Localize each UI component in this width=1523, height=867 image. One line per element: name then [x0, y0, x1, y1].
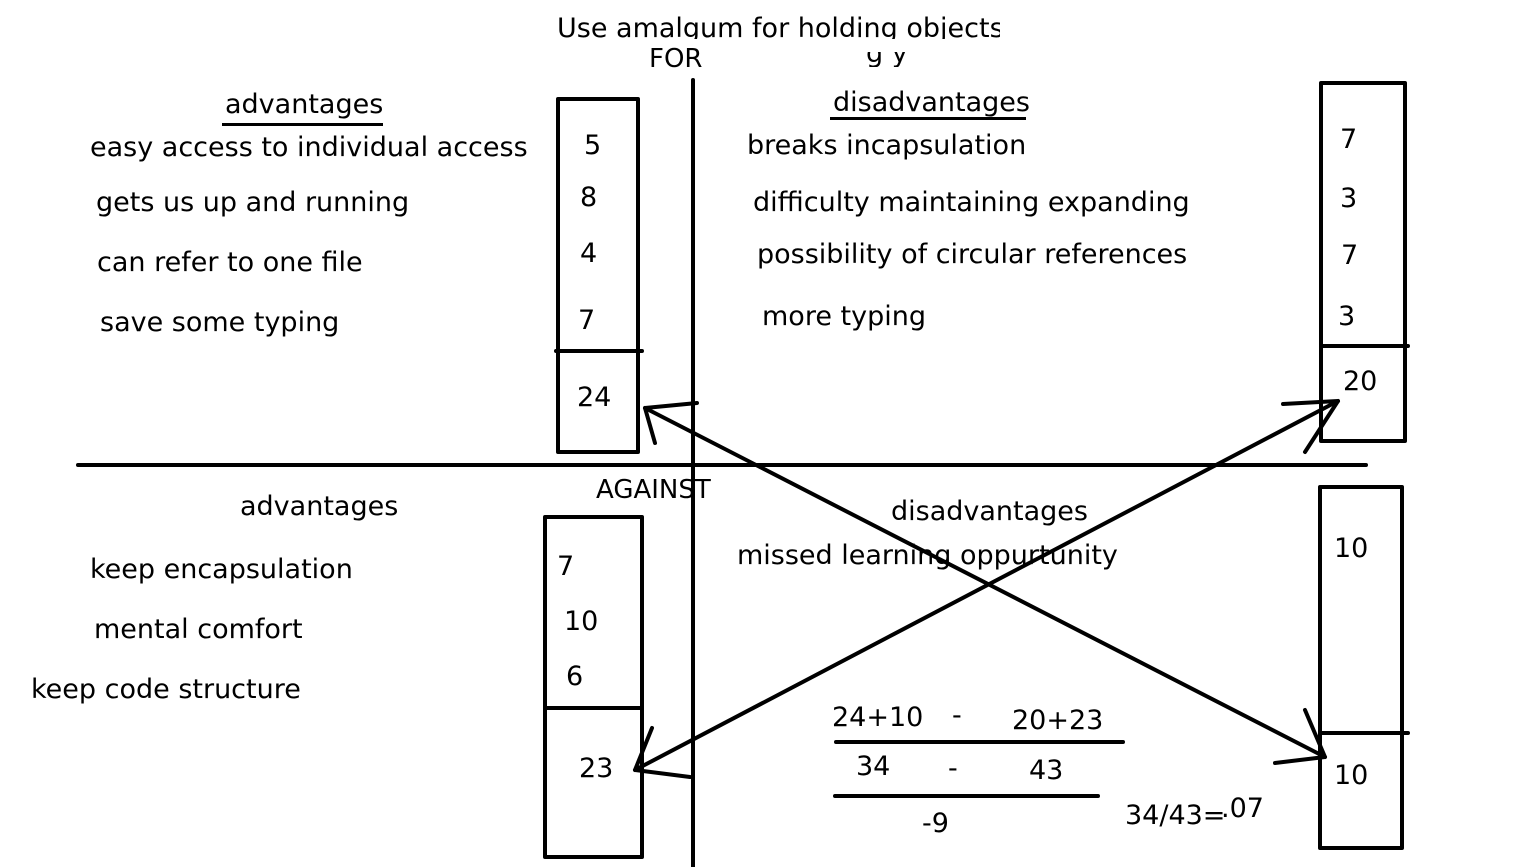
- arrowhead-at-10: [1273, 708, 1327, 765]
- calc-result: -9: [922, 808, 949, 839]
- calc-ratio-value: .07: [1221, 793, 1264, 824]
- for-advantage-score: 5: [584, 130, 602, 161]
- against-advantage-item: mental comfort: [94, 614, 303, 645]
- for-disadvantage-item: possibility of circular references: [757, 239, 1188, 270]
- against-advantages-heading: advantages: [240, 491, 399, 522]
- title-clip: Use amalgum for holding objects: [550, 10, 1000, 39]
- against-advantage-item: keep encapsulation: [90, 554, 353, 585]
- for-disadvantages-heading: disadvantages: [833, 87, 1030, 118]
- against-disadvantage-item: missed learning oppurtunity: [737, 540, 1118, 571]
- calc-row2-left: 34: [856, 751, 891, 782]
- for-advantage-item: can refer to one file: [97, 247, 363, 278]
- for-advantage-item: save some typing: [100, 307, 340, 338]
- arrowhead-at-24: [643, 401, 699, 445]
- arrow-line-23-to-20: [633, 399, 1340, 772]
- calc-row1-right: 20+23: [1012, 705, 1104, 736]
- for-disadvantage-score: 7: [1340, 124, 1358, 155]
- against-advantage-item: keep code structure: [31, 674, 301, 705]
- for-disadvantage-score: 3: [1340, 183, 1358, 214]
- against-disadvantages-total: 10: [1334, 760, 1369, 791]
- for-advantage-score: 7: [578, 305, 596, 336]
- for-disadvantage-item: more typing: [762, 301, 926, 332]
- against-disadvantages-box: [1318, 485, 1404, 850]
- for-disadvantages-heading-underline: [830, 117, 1026, 120]
- calc-row2-right: 43: [1029, 755, 1064, 786]
- against-advantage-score: 7: [557, 551, 575, 582]
- against-disadvantages-heading: disadvantages: [891, 496, 1088, 527]
- page-title: Use amalgum for holding objects: [557, 13, 1000, 39]
- title-fragment: g y: [866, 38, 908, 69]
- calc-row1-left: 24+10: [832, 702, 924, 733]
- against-advantages-box: [543, 515, 644, 859]
- for-disadvantage-item: breaks incapsulation: [747, 130, 1027, 161]
- for-advantages-heading: advantages: [225, 89, 384, 120]
- for-advantages-heading-underline: [222, 123, 383, 126]
- calc-ratio: 34/43=: [1125, 800, 1226, 831]
- for-disadvantage-score: 3: [1338, 301, 1356, 332]
- against-advantages-total: 23: [579, 753, 614, 784]
- for-advantages-box: [556, 97, 640, 454]
- for-label: FOR: [649, 44, 703, 74]
- for-disadvantages-total: 20: [1343, 366, 1378, 397]
- arrowhead-at-20: [1281, 399, 1340, 454]
- for-disadvantage-score: 7: [1341, 240, 1359, 271]
- against-label: AGAINST: [596, 475, 711, 505]
- arrow-line-24-to-10: [643, 406, 1327, 759]
- for-disadvantage-item: difficulty maintaining expanding: [753, 187, 1190, 218]
- for-advantage-item: easy access to individual access: [90, 132, 528, 163]
- against-disadvantage-score: 10: [1334, 533, 1369, 564]
- calc-row2-op: -: [948, 753, 958, 784]
- calc-row1-op: -: [952, 700, 962, 731]
- against-advantage-score: 10: [564, 606, 599, 637]
- arrowhead-at-23: [633, 726, 692, 779]
- for-advantages-total: 24: [577, 382, 612, 413]
- for-advantage-score: 4: [580, 238, 598, 269]
- for-disadvantages-box: [1319, 81, 1407, 443]
- for-advantage-score: 8: [580, 182, 598, 213]
- against-advantage-score: 6: [566, 661, 584, 692]
- for-advantage-item: gets us up and running: [96, 187, 410, 218]
